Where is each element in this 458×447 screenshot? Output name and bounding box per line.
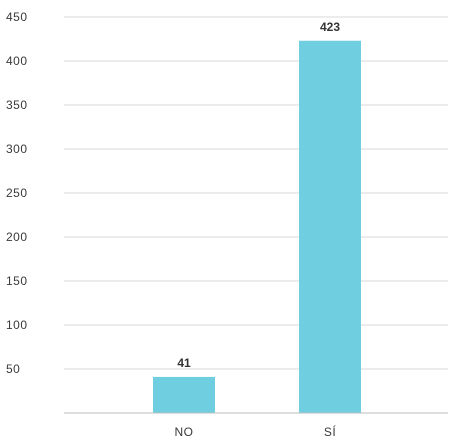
- y-tick-label-350: 350: [6, 98, 28, 112]
- x-axis-categories: NO SÍ: [175, 424, 337, 439]
- bars: [153, 40, 361, 413]
- gridlines: [64, 16, 448, 370]
- data-labels: 41 423: [177, 20, 340, 370]
- y-tick-label-100: 100: [6, 318, 28, 332]
- category-label-sí: SÍ: [324, 424, 337, 439]
- y-tick-label-450: 450: [6, 10, 28, 24]
- y-tick-label-250: 250: [6, 186, 28, 200]
- y-axis-ticks: 50 100 150 200 250 300 350 400 450: [6, 10, 28, 376]
- y-tick-label-300: 300: [6, 142, 28, 156]
- y-tick-label-150: 150: [6, 274, 28, 288]
- bar-no: [153, 376, 215, 413]
- y-tick-label-400: 400: [6, 54, 28, 68]
- y-tick-label-200: 200: [6, 230, 28, 244]
- y-tick-label-50: 50: [6, 362, 20, 376]
- data-label-sí: 423: [320, 20, 340, 34]
- data-label-no: 41: [177, 356, 191, 370]
- bar-sí: [299, 40, 361, 413]
- category-label-no: NO: [175, 425, 194, 439]
